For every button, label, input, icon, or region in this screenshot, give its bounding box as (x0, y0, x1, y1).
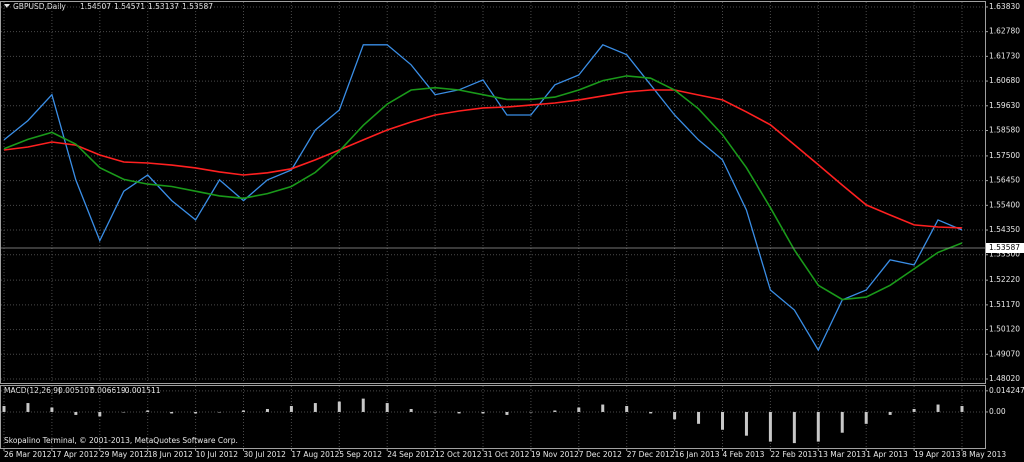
x-tick-label: 31 Oct 2012 (483, 450, 530, 459)
macd-bar (242, 410, 245, 412)
y-tick-label: 1.57500 (989, 151, 1020, 160)
macd-bar (768, 411, 772, 442)
macd-bar (170, 411, 174, 414)
x-tick-label: 16 Jan 2013 (675, 450, 720, 459)
last-price-tag (986, 242, 1024, 253)
symbol-marker (4, 4, 10, 8)
macd-bar (601, 404, 605, 412)
price-line (3, 44, 963, 352)
macd-bar (385, 403, 389, 412)
macd-bar (265, 408, 269, 412)
y-tick-label: 1.52220 (989, 275, 1020, 284)
x-tick-label: 17 Apr 2012 (52, 450, 99, 459)
macd-bar (194, 411, 198, 414)
macd-bar (864, 411, 868, 424)
y-tick-label: 1.51170 (989, 300, 1020, 309)
x-tick-label: 18 Jun 2012 (148, 450, 193, 459)
y-tick-label: 0.014247 (989, 386, 1024, 395)
macd-bar (74, 411, 78, 415)
macd-bar (313, 403, 317, 412)
y-tick-label: 1.60680 (989, 76, 1020, 85)
y-tick-label: 1.58580 (989, 125, 1020, 134)
macd-bar (625, 406, 629, 412)
macd-bar (816, 411, 820, 442)
macd-bar (361, 398, 365, 412)
macd-bar (721, 411, 724, 430)
chart-title: GBPUSD,Daily (13, 2, 66, 11)
macd-bar (457, 411, 461, 414)
x-tick-label: 26 Mar 2012 (4, 450, 52, 459)
macd-bar (529, 411, 533, 413)
x-tick-label: 1 Apr 2013 (866, 450, 908, 459)
macd-bar (218, 411, 222, 413)
macd-bar (744, 411, 748, 436)
x-tick-label: 19 Apr 2013 (914, 450, 961, 459)
macd-bar (337, 401, 341, 412)
macd-bar (146, 410, 150, 412)
x-tick-label: 19 Nov 2012 (531, 450, 579, 459)
macd-pane-frame (0, 385, 986, 449)
macd-bar (577, 407, 581, 412)
macd-bar (26, 403, 30, 412)
x-tick-label: 30 Jul 2012 (244, 450, 287, 459)
x-tick-label: 29 May 2012 (100, 450, 149, 459)
y-tick-label: 1.55400 (989, 200, 1020, 209)
y-tick-label: 1.63830 (989, 2, 1020, 11)
y-tick-label: 1.59630 (989, 101, 1020, 110)
x-tick-label: 17 Aug 2012 (291, 450, 339, 459)
moving-average-line (3, 75, 963, 301)
y-tick-label: 1.53300 (989, 250, 1020, 259)
macd-bar (409, 408, 413, 412)
macd-bar (481, 411, 485, 414)
macd-bar (792, 411, 796, 444)
y-tick-label: 1.56450 (989, 176, 1020, 185)
macd-bar (697, 411, 701, 424)
macd-bar (840, 411, 844, 433)
y-tick-label: 1.50120 (989, 325, 1020, 334)
y-tick-label: 1.61730 (989, 51, 1020, 60)
y-tick-label: 1.54350 (989, 225, 1020, 234)
last-price-label: 1.53587 (989, 243, 1020, 252)
y-tick-label: 1.49070 (989, 349, 1020, 358)
macd-bar (673, 411, 677, 420)
x-tick-label: 24 Sep 2012 (387, 450, 435, 459)
ohlc-reading: 1.54507 (80, 2, 111, 11)
macd-bar (553, 410, 557, 412)
macd-bar (122, 411, 126, 413)
macd-bar (433, 411, 437, 413)
x-tick-label: 13 Mar 2013 (818, 450, 866, 459)
y-tick-label: 1.62780 (989, 27, 1020, 36)
macd-bar (98, 411, 102, 417)
macd-bar (2, 406, 6, 412)
ohlc-reading: 1.54571 (114, 2, 145, 11)
macd-bar (912, 408, 916, 412)
moving-average-line (3, 89, 963, 229)
x-tick-label: 8 May 2013 (962, 450, 1006, 459)
y-tick-label: 1.48020 (989, 374, 1020, 383)
x-tick-label: 27 Dec 2012 (627, 450, 675, 459)
footer: Skopalino Terminal, © 2001-2013, MetaQuo… (4, 436, 238, 445)
x-tick-label: 7 Dec 2012 (579, 450, 622, 459)
ohlc-reading: 1.53587 (182, 2, 213, 11)
macd-bar (960, 406, 964, 412)
macd-reading: 0.006619 (90, 386, 126, 395)
x-tick-label: 5 Sep 2012 (339, 450, 382, 459)
macd-bar (888, 411, 892, 415)
main-pane-frame (0, 1, 986, 384)
x-tick-label: 10 Jul 2012 (196, 450, 239, 459)
macd-bar (289, 406, 293, 412)
macd-bar (50, 407, 54, 412)
x-tick-label: 22 Feb 2013 (770, 450, 817, 459)
macd-bar (649, 411, 653, 414)
x-tick-label: 12 Oct 2012 (435, 450, 482, 459)
x-tick-label: 4 Feb 2013 (723, 450, 765, 459)
macd-bar (505, 411, 509, 415)
macd-title: MACD(12,26,9) (4, 386, 61, 395)
macd-bar (936, 404, 940, 412)
y-tick-label: 0.00 (989, 407, 1006, 416)
macd-reading: -0.001511 (122, 386, 161, 395)
